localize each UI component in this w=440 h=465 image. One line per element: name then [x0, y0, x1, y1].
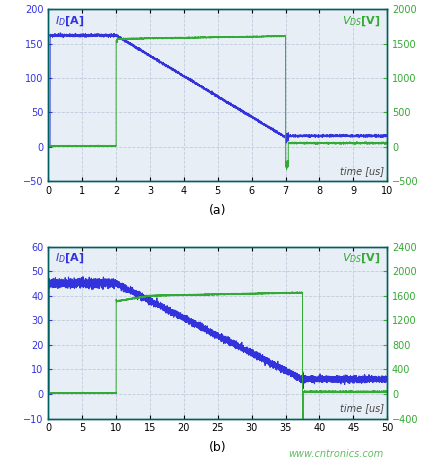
Text: time [us]: time [us]	[340, 403, 384, 413]
Text: $V_{DS}$[V]: $V_{DS}$[V]	[342, 14, 381, 28]
Text: time [us]: time [us]	[340, 166, 384, 176]
Text: $I_D$[A]: $I_D$[A]	[55, 14, 84, 28]
Text: www.cntronics.com: www.cntronics.com	[289, 450, 384, 459]
Text: (b): (b)	[209, 441, 227, 454]
Text: $V_{DS}$[V]: $V_{DS}$[V]	[342, 252, 381, 265]
Text: (a): (a)	[209, 204, 227, 217]
Text: $I_D$[A]: $I_D$[A]	[55, 252, 84, 265]
